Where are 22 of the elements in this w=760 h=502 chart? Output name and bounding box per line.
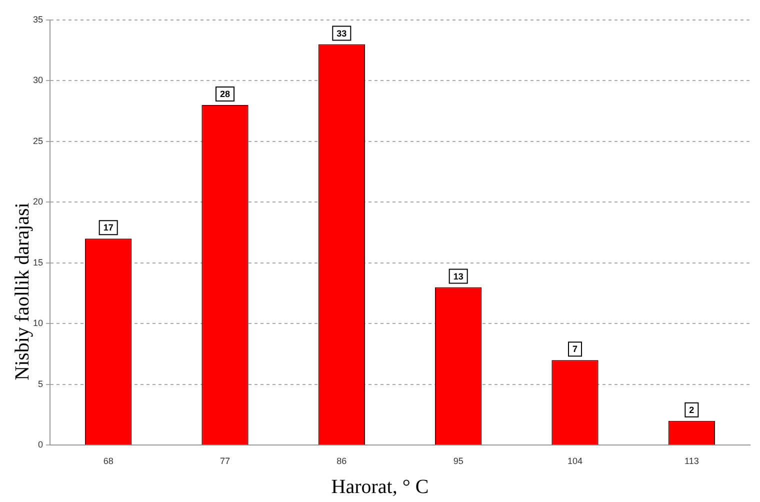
x-tick-label: 86 <box>336 456 347 466</box>
x-tick-label: 104 <box>567 456 583 466</box>
y-tick-label: 0 <box>38 440 44 450</box>
y-tick-label: 30 <box>32 75 44 86</box>
y-tick-label: 25 <box>32 136 44 146</box>
data-label: 33 <box>336 28 347 38</box>
x-tick-label: 68 <box>103 456 114 466</box>
x-tick-label: 113 <box>684 456 699 466</box>
y-axis-title: Nisbiy faollik darajasi <box>12 202 34 382</box>
y-tick-label: 10 <box>32 318 44 328</box>
x-tick-label: 77 <box>220 456 230 466</box>
x-axis-title: Harorat, ° C <box>330 476 430 499</box>
data-label: 13 <box>453 271 464 282</box>
data-label: 17 <box>103 222 114 233</box>
y-tick-label: 15 <box>32 257 44 268</box>
data-label: 7 <box>572 344 578 354</box>
y-tick-label: 5 <box>38 378 44 389</box>
y-tick-label: 20 <box>32 196 44 207</box>
x-tick-label: 95 <box>453 456 464 466</box>
data-label: 2 <box>689 404 694 415</box>
data-label: 28 <box>220 89 230 100</box>
y-tick-label: 35 <box>32 14 44 24</box>
